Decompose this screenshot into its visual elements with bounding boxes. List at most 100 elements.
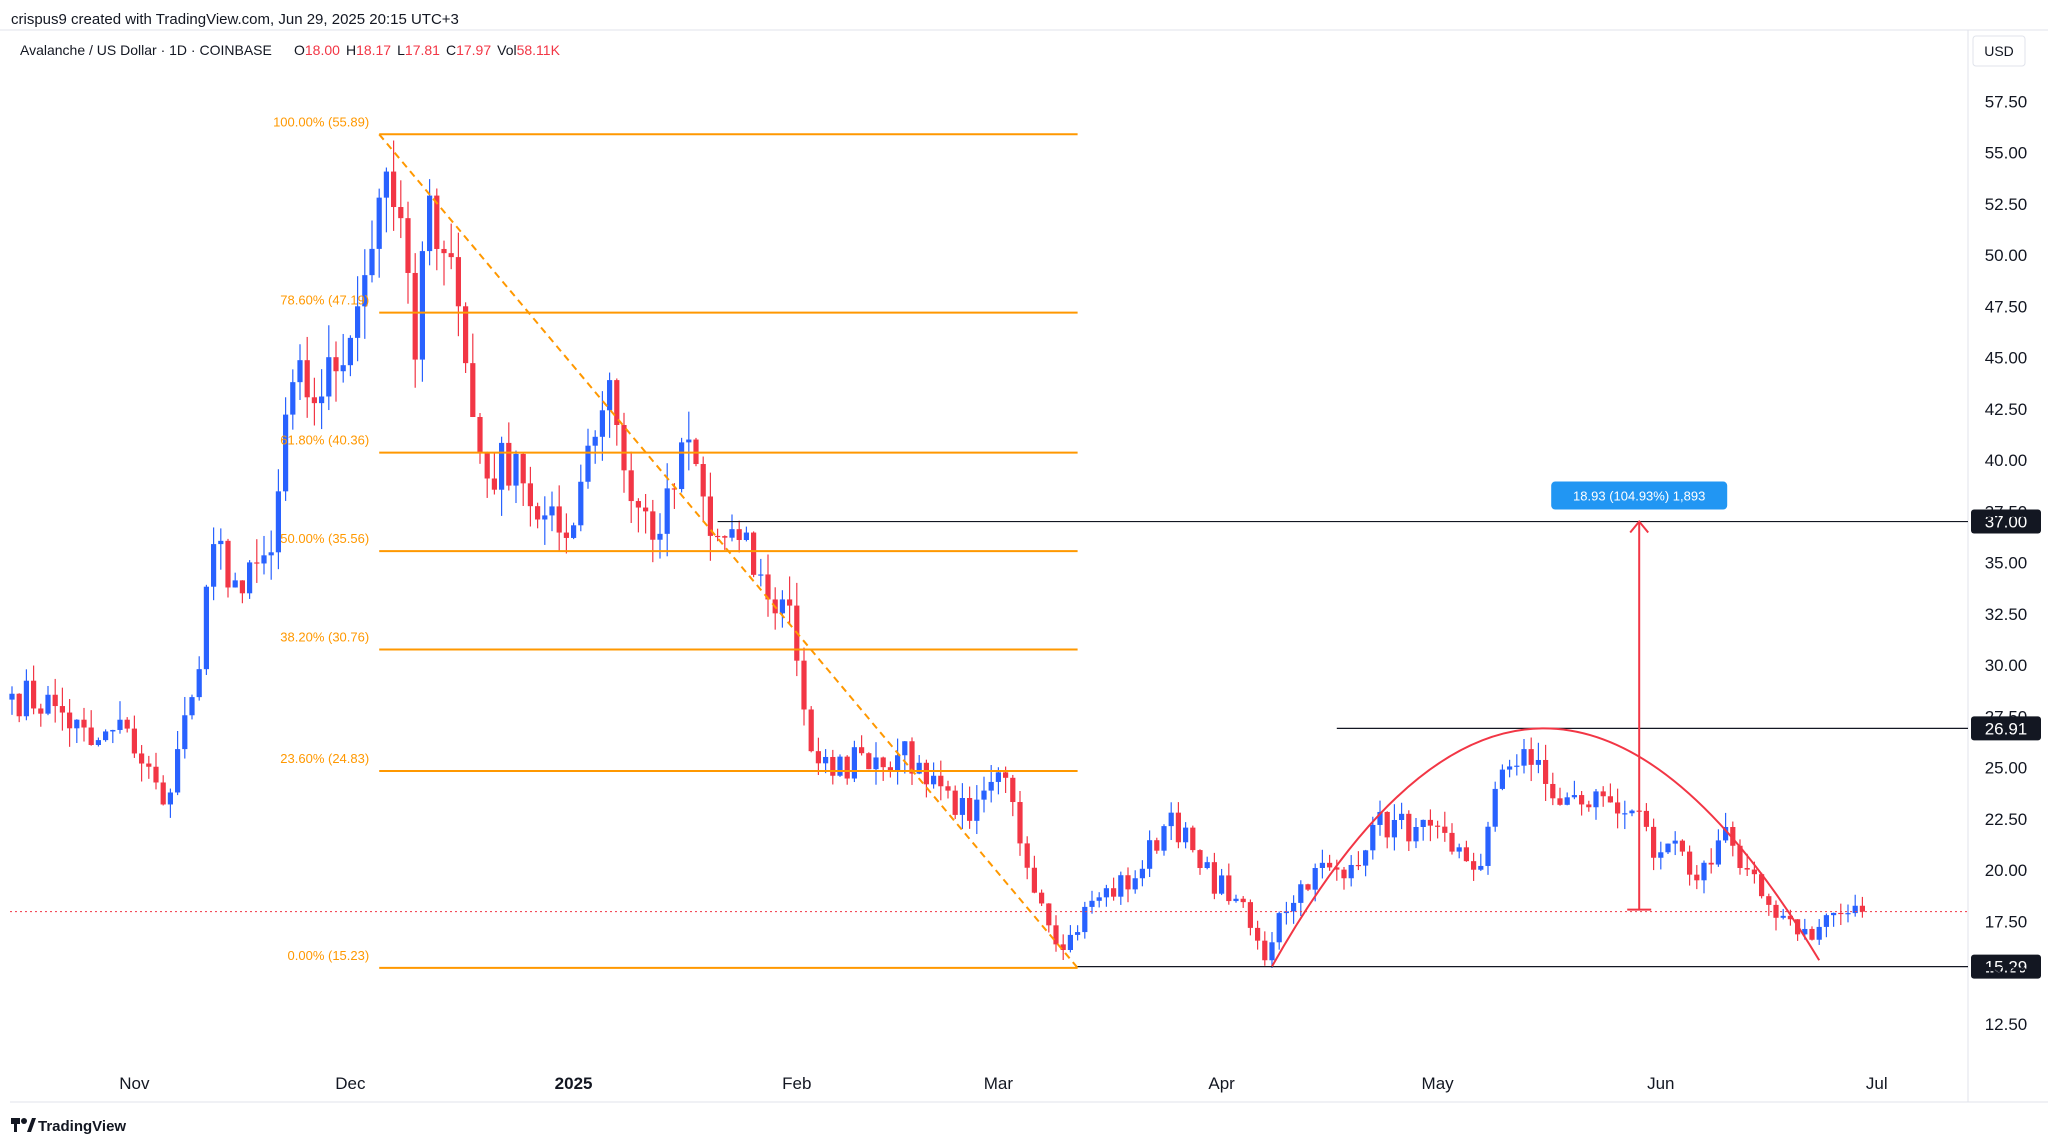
candle <box>1492 781 1498 832</box>
candle <box>801 647 807 726</box>
candle-body <box>779 599 785 614</box>
time-tick-label: Nov <box>119 1074 150 1093</box>
candle <box>1283 901 1289 925</box>
candle <box>355 276 361 362</box>
candle <box>1478 853 1484 871</box>
fib-level-label: 23.60% (24.83) <box>280 751 369 766</box>
candle-body <box>657 533 663 540</box>
candle-body <box>751 532 757 575</box>
candle-body <box>225 540 231 588</box>
candle-body <box>477 417 483 453</box>
candle <box>1687 845 1693 886</box>
candle <box>614 378 620 446</box>
price-range-measure[interactable]: 18.93 (104.93%) 1,893 <box>1551 481 1728 911</box>
candle <box>1024 836 1030 880</box>
candle-body <box>887 767 893 771</box>
candle-body <box>1759 874 1765 897</box>
tradingview-brand[interactable]: TradingView <box>38 1118 126 1135</box>
price-tick-label: 15.00 <box>1985 964 2028 983</box>
candle <box>297 344 303 400</box>
tradingview-logo-icon[interactable] <box>11 1118 36 1132</box>
candle-body <box>1543 759 1549 784</box>
candle <box>1859 896 1865 918</box>
price-axis[interactable]: 12.50 15.00 17.50 20.00 22.50 25.00 27.50 30.00… <box>1985 92 2028 1034</box>
candle <box>635 498 641 533</box>
fib-level-label: 100.00% (55.89) <box>273 114 369 129</box>
candle-body <box>1240 898 1246 903</box>
candle-body <box>247 562 253 594</box>
candle <box>815 737 821 776</box>
candle <box>1586 800 1592 812</box>
candle-body <box>1550 783 1556 799</box>
candle <box>1413 818 1419 849</box>
candle <box>938 760 944 801</box>
rounded-bottom-arc[interactable] <box>1271 727 1821 967</box>
candle <box>1089 890 1095 914</box>
candle <box>556 485 562 551</box>
candle <box>261 535 267 575</box>
candle-body <box>1363 850 1369 866</box>
candle <box>700 456 706 523</box>
candle <box>1046 903 1052 933</box>
candle <box>650 499 656 563</box>
candle-body <box>1283 911 1289 914</box>
attribution-text: crispus9 created with TradingView.com, J… <box>11 11 459 28</box>
fib-trend-line[interactable] <box>378 133 1079 969</box>
candle-body <box>995 772 1001 782</box>
candle-body <box>1564 797 1570 805</box>
candle <box>959 783 965 830</box>
candle-body <box>369 248 375 276</box>
price-tick-label: 47.50 <box>1985 297 2028 316</box>
candle <box>506 422 512 491</box>
candle-body <box>160 782 166 805</box>
ohlc-readout: O18.00 H18.17 L17.81 C17.97 Vol58.11K <box>294 42 561 58</box>
candle-body <box>1809 928 1815 940</box>
symbol-title[interactable]: Avalanche / US Dollar · 1D · COINBASE <box>20 42 272 58</box>
candle <box>736 520 742 553</box>
currency-box[interactable] <box>1972 35 2026 67</box>
level-price-label: 37.00 <box>1985 513 2028 532</box>
candle <box>1327 854 1333 871</box>
candle <box>1175 802 1181 849</box>
candle-body <box>88 727 94 745</box>
candle <box>59 687 65 731</box>
candle <box>1384 811 1390 849</box>
candle-body <box>1204 862 1210 868</box>
arc-curve[interactable] <box>1271 727 1821 967</box>
time-tick-label: Feb <box>782 1074 811 1093</box>
candle <box>110 729 116 744</box>
candle <box>1838 903 1844 926</box>
candle <box>758 558 764 587</box>
candle-body <box>16 693 22 717</box>
candle-body <box>664 488 670 534</box>
horizontal-levels[interactable]: 37.00 26.91 15.29 <box>10 509 2041 979</box>
time-axis[interactable]: Nov Dec 2025 Feb Mar Apr May Jun Jul <box>119 1074 1887 1093</box>
candle-body <box>959 798 965 815</box>
candle-body <box>398 207 404 219</box>
candle-body <box>837 756 843 776</box>
level-price-label-bg <box>1971 716 2041 741</box>
candle-body <box>1125 875 1131 890</box>
candle <box>679 437 685 493</box>
candle <box>225 538 231 598</box>
candle-body <box>859 747 865 754</box>
candle-body <box>643 507 649 512</box>
candle-body <box>484 452 490 479</box>
candle <box>1579 790 1585 816</box>
candle <box>369 220 375 283</box>
candle-body <box>1262 940 1268 961</box>
candle-body <box>1233 898 1239 902</box>
candle-body <box>1420 819 1426 827</box>
candle-body <box>1435 825 1441 827</box>
candle-body <box>1499 769 1505 789</box>
fibonacci-retracement[interactable]: 100.00% (55.89) 78.60% (47.19) 61.80% (40.… <box>273 114 1079 969</box>
candle-body <box>268 552 274 556</box>
candle <box>1435 820 1441 839</box>
candle-body <box>1471 861 1477 870</box>
candle-body <box>765 574 771 600</box>
candle <box>931 762 937 789</box>
candle-body <box>218 540 224 545</box>
candle-body <box>571 525 577 538</box>
candle <box>643 493 649 534</box>
